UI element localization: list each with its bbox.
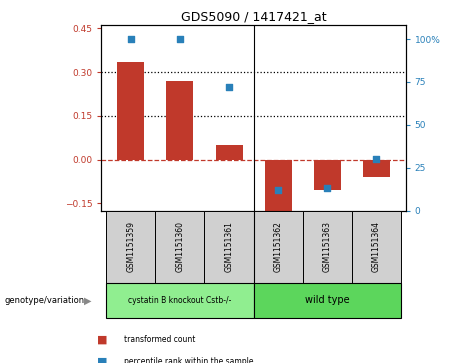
Bar bbox=[216, 145, 242, 159]
Text: wild type: wild type bbox=[305, 295, 349, 305]
Bar bbox=[205, 211, 254, 283]
Text: GSM1151363: GSM1151363 bbox=[323, 221, 331, 272]
Text: GSM1151362: GSM1151362 bbox=[273, 221, 283, 272]
Title: GDS5090 / 1417421_at: GDS5090 / 1417421_at bbox=[181, 10, 326, 23]
Text: percentile rank within the sample: percentile rank within the sample bbox=[124, 357, 254, 363]
Text: ■: ■ bbox=[97, 334, 107, 344]
Point bbox=[225, 84, 233, 90]
Point bbox=[127, 36, 135, 42]
Text: ■: ■ bbox=[97, 356, 107, 363]
Point bbox=[176, 36, 183, 42]
Point bbox=[372, 156, 380, 162]
Text: GSM1151364: GSM1151364 bbox=[372, 221, 381, 272]
Text: genotype/variation: genotype/variation bbox=[5, 296, 85, 305]
Text: GSM1151359: GSM1151359 bbox=[126, 221, 136, 272]
Bar bbox=[265, 159, 292, 213]
Text: transformed count: transformed count bbox=[124, 335, 196, 344]
Text: cystatin B knockout Cstb-/-: cystatin B knockout Cstb-/- bbox=[128, 296, 231, 305]
Bar bbox=[254, 211, 302, 283]
Bar bbox=[363, 159, 390, 177]
Bar bbox=[118, 62, 144, 159]
Bar bbox=[352, 211, 401, 283]
Text: GSM1151360: GSM1151360 bbox=[176, 221, 184, 272]
Bar bbox=[106, 211, 155, 283]
Bar bbox=[166, 81, 194, 159]
Text: ▶: ▶ bbox=[84, 295, 91, 305]
Bar bbox=[155, 211, 205, 283]
Text: GSM1151361: GSM1151361 bbox=[225, 221, 234, 272]
Bar bbox=[313, 159, 341, 190]
Bar bbox=[106, 283, 254, 318]
Bar bbox=[254, 283, 401, 318]
Bar bbox=[302, 211, 352, 283]
Point bbox=[274, 187, 282, 193]
Point bbox=[324, 185, 331, 191]
